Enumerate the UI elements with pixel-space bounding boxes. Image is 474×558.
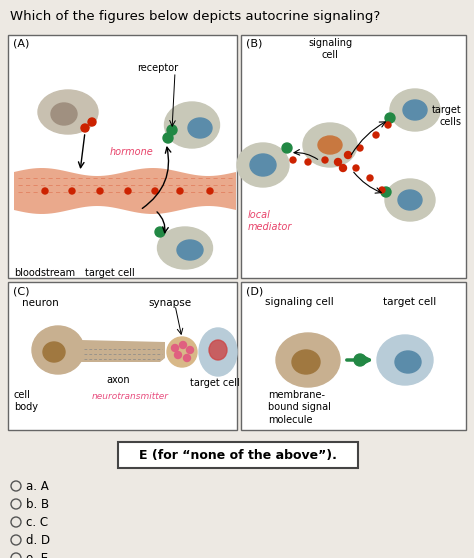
Ellipse shape bbox=[395, 351, 421, 373]
Circle shape bbox=[385, 122, 391, 128]
Bar bbox=[241, 35, 466, 278]
Text: signaling cell: signaling cell bbox=[265, 297, 334, 307]
Text: c. C: c. C bbox=[26, 516, 48, 528]
Text: target
cells: target cells bbox=[432, 105, 462, 127]
Text: Which of the figures below depicts autocrine signaling?: Which of the figures below depicts autoc… bbox=[10, 10, 380, 23]
Ellipse shape bbox=[377, 335, 433, 385]
Circle shape bbox=[42, 188, 48, 194]
Circle shape bbox=[379, 187, 385, 193]
Ellipse shape bbox=[43, 342, 65, 362]
Text: (A): (A) bbox=[13, 39, 29, 49]
Text: cell
body: cell body bbox=[14, 390, 38, 412]
Circle shape bbox=[290, 157, 296, 163]
Text: a. A: a. A bbox=[26, 479, 49, 493]
Text: e. E: e. E bbox=[26, 551, 48, 558]
Circle shape bbox=[353, 165, 359, 171]
Ellipse shape bbox=[177, 240, 203, 260]
Circle shape bbox=[186, 347, 193, 354]
Ellipse shape bbox=[38, 90, 98, 134]
Text: target cell: target cell bbox=[85, 268, 135, 278]
Circle shape bbox=[97, 188, 103, 194]
Text: bloodstream: bloodstream bbox=[14, 268, 75, 278]
Polygon shape bbox=[14, 168, 236, 214]
Circle shape bbox=[180, 341, 186, 349]
Bar bbox=[8, 282, 237, 430]
Circle shape bbox=[152, 188, 158, 194]
Circle shape bbox=[163, 133, 173, 143]
Ellipse shape bbox=[188, 118, 212, 138]
Circle shape bbox=[282, 143, 292, 153]
Circle shape bbox=[81, 124, 89, 132]
Ellipse shape bbox=[199, 328, 237, 376]
Ellipse shape bbox=[51, 103, 77, 125]
Circle shape bbox=[172, 344, 179, 352]
Text: receptor: receptor bbox=[137, 63, 179, 73]
Ellipse shape bbox=[32, 326, 84, 374]
Text: signaling
cell: signaling cell bbox=[308, 38, 352, 60]
Bar bbox=[241, 282, 466, 430]
Text: neurotransmitter: neurotransmitter bbox=[91, 392, 168, 401]
Text: (D): (D) bbox=[246, 286, 263, 296]
Bar bbox=[8, 35, 237, 278]
Ellipse shape bbox=[385, 179, 435, 221]
Ellipse shape bbox=[209, 340, 227, 360]
Circle shape bbox=[345, 152, 352, 158]
Polygon shape bbox=[80, 340, 165, 362]
Text: target cell: target cell bbox=[190, 378, 240, 388]
Text: (B): (B) bbox=[246, 39, 263, 49]
Text: neuron: neuron bbox=[22, 298, 59, 308]
Circle shape bbox=[335, 158, 341, 166]
Text: axon: axon bbox=[106, 375, 130, 385]
Text: synapse: synapse bbox=[148, 298, 191, 308]
Circle shape bbox=[354, 354, 366, 366]
Text: d. D: d. D bbox=[26, 533, 50, 546]
Circle shape bbox=[381, 187, 391, 197]
Ellipse shape bbox=[157, 227, 212, 269]
Ellipse shape bbox=[164, 102, 219, 148]
Circle shape bbox=[69, 188, 75, 194]
Text: local
mediator: local mediator bbox=[248, 210, 292, 232]
Circle shape bbox=[177, 188, 183, 194]
Ellipse shape bbox=[167, 337, 197, 367]
Text: hormone: hormone bbox=[110, 147, 154, 157]
Ellipse shape bbox=[303, 123, 357, 167]
Ellipse shape bbox=[237, 143, 289, 187]
Bar bbox=[118, 442, 358, 468]
Ellipse shape bbox=[250, 154, 276, 176]
Text: target cell: target cell bbox=[383, 297, 436, 307]
Circle shape bbox=[357, 145, 363, 151]
Text: E (for “none of the above”).: E (for “none of the above”). bbox=[139, 449, 337, 461]
Circle shape bbox=[155, 227, 165, 237]
Text: membrane-
bound signal
molecule: membrane- bound signal molecule bbox=[268, 390, 331, 425]
Ellipse shape bbox=[276, 333, 340, 387]
Ellipse shape bbox=[398, 190, 422, 210]
Circle shape bbox=[174, 352, 182, 358]
Circle shape bbox=[183, 354, 191, 362]
Text: b. B: b. B bbox=[26, 498, 49, 511]
Circle shape bbox=[207, 188, 213, 194]
Ellipse shape bbox=[292, 350, 320, 374]
Circle shape bbox=[88, 118, 96, 126]
Circle shape bbox=[339, 165, 346, 171]
Circle shape bbox=[125, 188, 131, 194]
Circle shape bbox=[322, 157, 328, 163]
Circle shape bbox=[373, 132, 379, 138]
Circle shape bbox=[385, 113, 395, 123]
Text: (C): (C) bbox=[13, 286, 29, 296]
Ellipse shape bbox=[318, 136, 342, 154]
Circle shape bbox=[367, 175, 373, 181]
Ellipse shape bbox=[403, 100, 427, 120]
Circle shape bbox=[167, 125, 177, 135]
Circle shape bbox=[305, 159, 311, 165]
Ellipse shape bbox=[390, 89, 440, 131]
